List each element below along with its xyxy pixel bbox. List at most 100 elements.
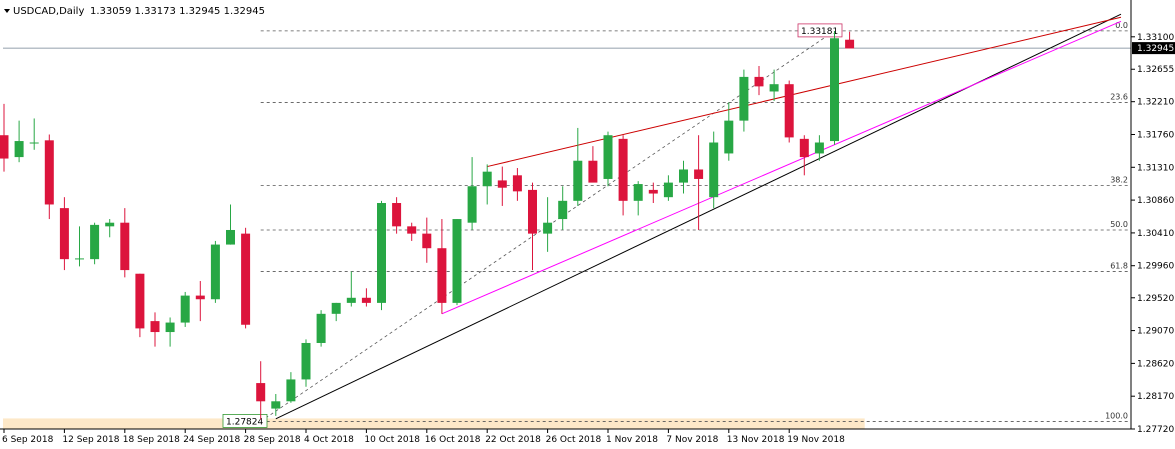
- candle-body: [452, 219, 462, 303]
- candle-body: [135, 273, 145, 329]
- y-tick-label: 1.30410: [1137, 229, 1174, 239]
- candle-body: [346, 297, 356, 303]
- x-tick-label: 28 Sep 2018: [244, 435, 301, 445]
- fibonacci-layer: 0.0 23.6 38.2 50.0 61.8 100.0 1.33181 1.27824: [3, 21, 1131, 428]
- candle-body: [784, 84, 794, 138]
- y-tick-label: 1.32655: [1137, 65, 1174, 75]
- candle-body: [558, 200, 568, 220]
- x-tick-label: 16 Oct 2018: [425, 435, 481, 445]
- candle-body: [528, 189, 537, 234]
- y-tick-label: 1.27720: [1137, 425, 1174, 435]
- x-tick-label: 22 Oct 2018: [485, 435, 541, 445]
- candle-body: [407, 226, 417, 234]
- x-tick-label: 7 Nov 2018: [666, 435, 718, 445]
- candle-body: [361, 297, 371, 303]
- low-zone-layer: [3, 418, 865, 429]
- candle-body: [497, 180, 507, 188]
- candle-body: [165, 322, 175, 333]
- y-tick-label: 1.33100: [1137, 33, 1174, 43]
- candle-body: [618, 138, 628, 201]
- x-tick-label: 6 Sep 2018: [2, 435, 54, 445]
- fib-low-label-box: [222, 414, 268, 428]
- candle-body: [286, 379, 296, 402]
- fib-level-label: 50.0: [1110, 220, 1128, 229]
- candle-body: [150, 321, 160, 333]
- trendline-support-magenta: [441, 20, 1122, 315]
- candle-body: [331, 302, 341, 314]
- trendline-resistance-red: [487, 16, 1122, 168]
- candle-body: [437, 248, 447, 303]
- candle-body: [44, 140, 54, 205]
- candle-body: [603, 135, 613, 179]
- x-tick-label: 13 Nov 2018: [727, 435, 785, 445]
- y-tick-label: 1.28620: [1137, 359, 1174, 369]
- candles-layer: [0, 30, 855, 420]
- candle-body: [377, 203, 386, 303]
- candle-body: [120, 222, 130, 271]
- header: USDCAD,Daily 1.33059 1.33173 1.32945 1.3…: [4, 6, 265, 17]
- candle-body: [709, 142, 719, 198]
- candle-body: [512, 175, 522, 192]
- fib-level-label: 38.2: [1110, 176, 1128, 185]
- candle-body: [830, 38, 839, 142]
- x-tick-label: 24 Sep 2018: [183, 435, 240, 445]
- candle-body: [422, 233, 432, 249]
- candle-body: [754, 76, 764, 87]
- header-symbol: USDCAD,Daily: [13, 6, 84, 17]
- candle-body: [75, 258, 84, 260]
- current-price-tag: [1132, 42, 1175, 55]
- y-tick-label: 1.30860: [1137, 196, 1174, 206]
- candle-body: [482, 171, 492, 187]
- candle-body: [694, 169, 704, 179]
- candle-body: [105, 222, 115, 227]
- fib-level-label: 61.8: [1110, 262, 1128, 271]
- current-price-label: 1.32945: [1137, 44, 1174, 54]
- y-tick-label: 1.32210: [1137, 98, 1174, 108]
- y-tick-label: 1.31310: [1137, 163, 1174, 173]
- candle-body: [739, 76, 749, 121]
- fib-low-label: 1.27824: [226, 417, 263, 427]
- candle-body: [814, 142, 824, 154]
- candle-body: [467, 186, 477, 223]
- candle-body: [195, 295, 205, 300]
- candle-body: [0, 135, 9, 159]
- fib-high-label: 1.33181: [801, 27, 838, 37]
- candle-body: [180, 295, 190, 323]
- candle-body: [392, 203, 402, 227]
- candle-body: [845, 39, 855, 49]
- x-tick-label: 4 Oct 2018: [304, 435, 354, 445]
- x-tick-label: 18 Sep 2018: [123, 435, 180, 445]
- low-zone-shading: [3, 418, 865, 429]
- candle-body: [633, 184, 643, 201]
- candle-body: [648, 189, 658, 194]
- candle-body: [301, 342, 311, 380]
- y-tick-label: 1.29960: [1137, 262, 1174, 272]
- x-tick-label: 10 Oct 2018: [364, 435, 420, 445]
- candle-body: [90, 224, 100, 260]
- fib-level-label: 0.0: [1115, 21, 1128, 30]
- candle-body: [271, 401, 281, 409]
- candle-body: [241, 233, 251, 325]
- candle-body: [769, 84, 779, 92]
- x-tick-label: 12 Sep 2018: [62, 435, 119, 445]
- candle-body: [663, 182, 673, 198]
- candle-body: [679, 169, 688, 183]
- x-tick-label: 1 Nov 2018: [606, 435, 658, 445]
- candle-body: [14, 141, 24, 158]
- y-tick-label: 1.28170: [1137, 392, 1174, 402]
- fib-level-label: 100.0: [1105, 411, 1128, 420]
- header-ohlc: 1.33059 1.33173 1.32945 1.32945: [90, 6, 265, 17]
- candle-body: [29, 142, 39, 144]
- candle-body: [59, 208, 69, 260]
- y-tick-label: 1.31760: [1137, 130, 1174, 140]
- candle-body: [543, 222, 553, 234]
- fib-level-label: 23.6: [1110, 92, 1128, 101]
- x-tick-label: 26 Oct 2018: [546, 435, 602, 445]
- chart-menu-triangle-icon[interactable]: [4, 9, 10, 13]
- candle-body: [226, 229, 235, 245]
- candle-body: [210, 244, 220, 300]
- y-tick-label: 1.29520: [1137, 294, 1174, 304]
